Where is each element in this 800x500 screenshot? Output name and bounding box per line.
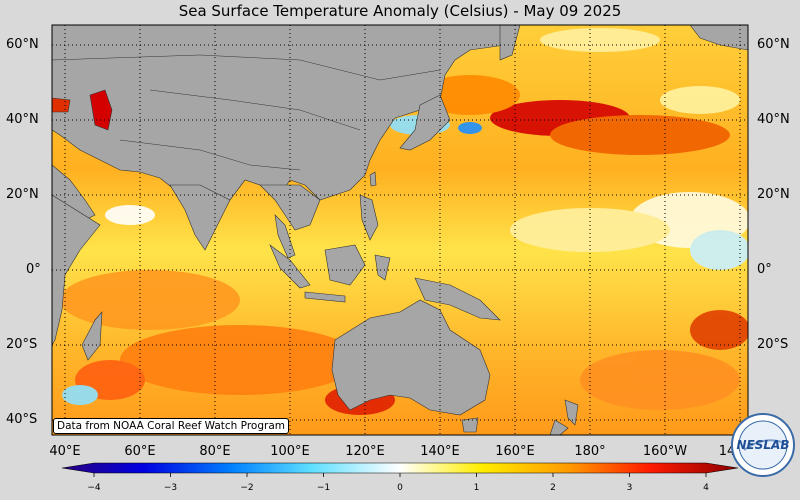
lat-label-left: 40°N	[6, 112, 39, 127]
graticule	[52, 25, 748, 435]
colorbar-ticks	[93, 473, 707, 477]
logo-text: NESLAB	[737, 438, 790, 452]
lon-label: 160°W	[642, 444, 688, 459]
land-japan	[399, 94, 451, 151]
colorbar-tick-label: 4	[703, 483, 709, 493]
colorbar-tick-label: 1	[473, 483, 480, 493]
lon-label: 40°E	[49, 444, 81, 459]
colorbar-tick-label: −3	[163, 483, 178, 493]
colorbar	[61, 462, 739, 477]
neslab-logo-icon: NESLAB	[731, 413, 795, 477]
land-sumatra	[269, 244, 311, 289]
land-sulawesi	[374, 254, 391, 281]
lon-label: 160°E	[495, 444, 535, 459]
lon-label: 80°E	[199, 444, 231, 459]
lat-label-right: 60°N	[757, 37, 790, 52]
colorbar-tick-label: 2	[550, 483, 556, 493]
data-credit: Data from NOAA Coral Reef Watch Program	[53, 418, 289, 434]
lat-label-left: 40°S	[6, 412, 38, 427]
land-indochina	[259, 184, 321, 231]
colorbar-tick-label: 0	[397, 483, 403, 493]
colorbar-tick-label: 3	[626, 483, 633, 493]
land	[52, 25, 748, 435]
colorbar-tick-label: −2	[240, 483, 254, 493]
black-sea	[52, 97, 71, 113]
map-frame	[51, 24, 749, 436]
lon-label: 60°E	[124, 444, 156, 459]
land-madagascar	[81, 311, 103, 361]
land-nz-south	[549, 419, 569, 435]
land-borneo	[324, 244, 366, 286]
sst-anomaly-map	[51, 24, 749, 436]
colorbar-tick-label: −4	[87, 483, 101, 493]
land-tasmania	[461, 417, 479, 433]
lon-label: 120°E	[345, 444, 385, 459]
land-north-america	[689, 25, 748, 51]
colorbar-ramp	[61, 462, 739, 474]
land-taiwan	[369, 171, 377, 187]
land-philippines	[359, 194, 379, 241]
lon-label: 140°E	[420, 444, 460, 459]
lat-label-right: 0°	[757, 262, 772, 277]
lat-label-right: 40°N	[757, 112, 790, 127]
lat-label-left: 20°S	[6, 337, 38, 352]
lon-label: 180°	[574, 444, 606, 459]
lat-label-left: 20°N	[6, 187, 39, 202]
land-new-guinea	[414, 277, 501, 321]
land-malay	[274, 214, 296, 259]
land-java	[304, 291, 346, 303]
borders	[52, 54, 441, 201]
lat-label-right: 20°S	[757, 337, 789, 352]
lon-label: 100°E	[270, 444, 310, 459]
land-australia	[331, 299, 491, 416]
colorbar-tick-label: −1	[316, 483, 331, 493]
map-title: Sea Surface Temperature Anomaly (Celsius…	[178, 2, 622, 20]
lat-label-right: 20°N	[757, 187, 790, 202]
land-nz-north	[564, 399, 579, 426]
lat-label-left: 0°	[26, 262, 41, 277]
lat-label-left: 60°N	[6, 37, 39, 52]
caspian-sea	[89, 89, 113, 131]
